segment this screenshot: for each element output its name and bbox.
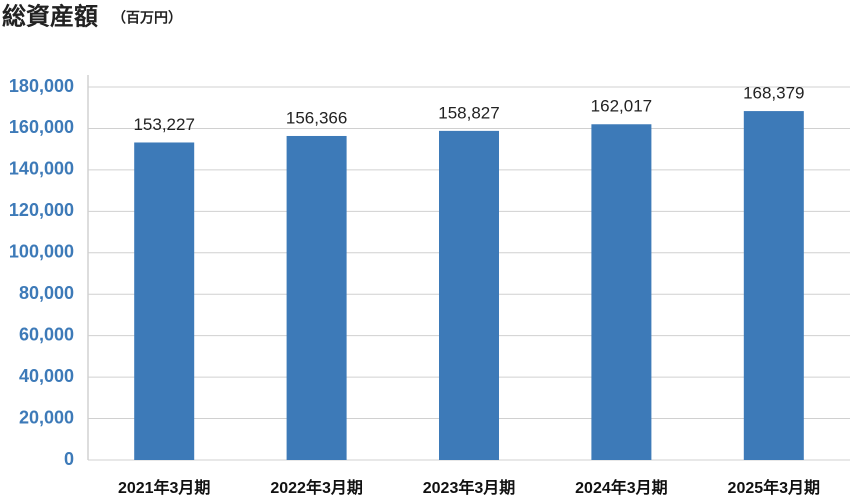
value-label: 156,366 <box>286 108 347 127</box>
bar <box>286 135 347 460</box>
bar <box>439 130 499 460</box>
bar <box>591 124 652 460</box>
y-tick-label: 0 <box>64 449 74 469</box>
y-tick-label: 160,000 <box>9 117 74 137</box>
x-tick-label: 2025年3月期 <box>728 478 821 497</box>
y-tick-label: 140,000 <box>9 159 74 179</box>
value-label: 153,227 <box>133 115 194 134</box>
x-tick-label: 2021年3月期 <box>118 478 211 497</box>
y-tick-label: 120,000 <box>9 200 74 220</box>
x-tick-label: 2022年3月期 <box>270 478 363 497</box>
y-tick-label: 100,000 <box>9 242 74 262</box>
y-tick-label: 80,000 <box>19 283 74 303</box>
y-tick-label: 40,000 <box>19 366 74 386</box>
x-tick-label: 2024年3月期 <box>575 478 668 497</box>
bar <box>134 142 195 460</box>
y-tick-label: 20,000 <box>19 407 74 427</box>
value-label: 162,017 <box>591 97 652 116</box>
value-label: 158,827 <box>438 103 499 122</box>
y-tick-label: 60,000 <box>19 324 74 344</box>
bar <box>743 111 804 460</box>
x-tick-label: 2023年3月期 <box>423 478 516 497</box>
chart-title: 総資産額 <box>2 2 98 30</box>
y-tick-label: 180,000 <box>9 76 74 96</box>
chart-subtitle: （百万円） <box>112 10 182 26</box>
value-label: 168,379 <box>743 84 804 103</box>
